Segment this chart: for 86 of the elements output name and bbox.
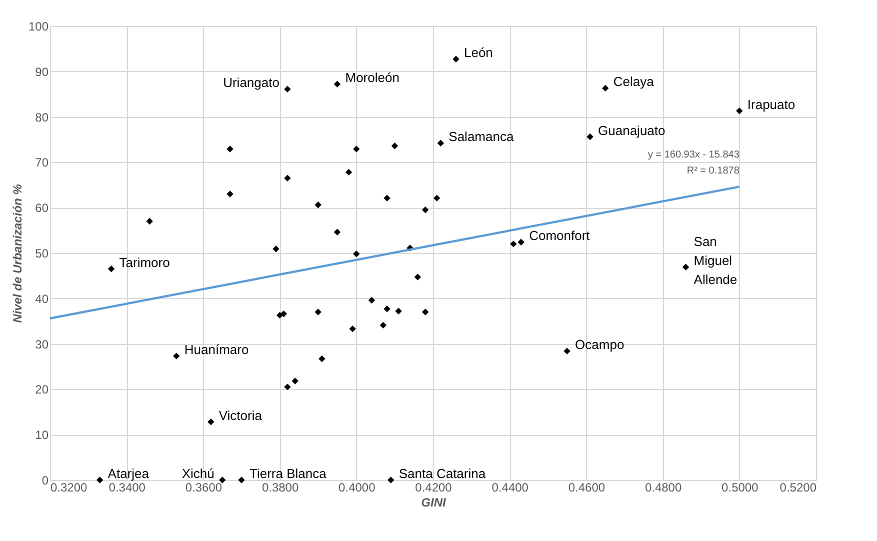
point (422, 206, 429, 214)
point (284, 86, 291, 92)
y-tick-label: 100 (28, 20, 49, 34)
y-tick-label: 80 (35, 110, 49, 124)
point (380, 322, 387, 329)
x-tick-label: 0.3600 (185, 480, 222, 494)
annotation: Guanajuato (598, 122, 666, 138)
point (586, 133, 594, 140)
point (272, 246, 280, 252)
x-tick-label: 0.5000 (722, 480, 759, 494)
point (736, 108, 743, 114)
point (452, 56, 460, 62)
annotation: Salamanca (448, 129, 514, 144)
annotation: Xichú (182, 466, 214, 481)
point (518, 238, 524, 246)
annotation: Atarjea (108, 466, 150, 481)
point (173, 352, 180, 360)
point (238, 476, 245, 484)
annotation: Tarimoro (119, 254, 170, 270)
y-axis-title: Nivel de Urbanización % (10, 184, 24, 323)
annotation: y = 160.93x - 15.843 R² = 0.1878 (648, 150, 740, 177)
point (422, 308, 429, 316)
point (218, 476, 226, 484)
point (384, 305, 390, 312)
point (433, 194, 440, 202)
y-tick-label: 60 (35, 201, 49, 216)
annotation: Moroleón (345, 70, 400, 86)
point (510, 240, 517, 248)
point (395, 308, 402, 314)
point (414, 274, 422, 280)
x-tick-label: 0.4200 (415, 480, 452, 494)
point (682, 264, 690, 270)
point (314, 308, 322, 316)
annotation: León (464, 45, 493, 60)
point (564, 348, 570, 354)
point (96, 476, 104, 484)
point (314, 202, 322, 208)
annotation: Ocampo (575, 337, 624, 352)
point (388, 476, 394, 484)
annotation: Comonfort (529, 228, 590, 244)
x-tick-label: 0.3200 (50, 480, 88, 494)
x-axis-title: GINI (421, 496, 446, 510)
x-tick-label: 0.3400 (108, 480, 146, 494)
point (318, 355, 326, 362)
point (353, 146, 360, 152)
annotation: Tierra Blanca (250, 466, 328, 481)
y-tick-label: 10 (35, 428, 49, 442)
point (368, 296, 376, 304)
point (292, 378, 298, 384)
y-tick-label: 70 (35, 156, 49, 170)
point (284, 174, 291, 182)
point (146, 218, 153, 225)
annotation: Celaya (613, 74, 655, 90)
point (108, 266, 115, 272)
point (384, 194, 390, 202)
point (226, 190, 234, 198)
point (334, 80, 341, 88)
annotation: Victoria (218, 408, 263, 423)
x-tick-label: 0.4600 (568, 480, 606, 494)
point (280, 310, 287, 318)
point (437, 140, 444, 146)
point (391, 142, 398, 150)
point (349, 325, 356, 332)
annotation: San Miguel Allende (694, 234, 738, 288)
x-tick-label: 0.4800 (644, 480, 682, 494)
x-tick-label: 0.4400 (492, 480, 529, 494)
point (284, 384, 291, 390)
annotation: Huanímaro (184, 342, 249, 358)
x-tick-label: 0.3800 (262, 480, 299, 494)
point (602, 84, 609, 92)
annotation: Irapuato (747, 96, 796, 112)
y-tick-label: 40 (35, 292, 49, 306)
y-tick-label: 30 (35, 337, 49, 352)
y-tick-label: 20 (35, 382, 49, 397)
point (334, 228, 341, 236)
x-tick-label: 0.5200 (780, 480, 817, 494)
annotation: Santa Catarina (398, 466, 486, 481)
y-tick-label: 90 (35, 64, 49, 79)
y-tick-label: 50 (35, 246, 49, 260)
point (208, 418, 214, 426)
y-tick-label: 0 (42, 474, 49, 488)
annotation: Uriangato (223, 75, 280, 90)
x-tick-label: 0.4000 (338, 480, 376, 494)
point (353, 250, 360, 258)
point (226, 146, 234, 152)
point (345, 168, 352, 176)
